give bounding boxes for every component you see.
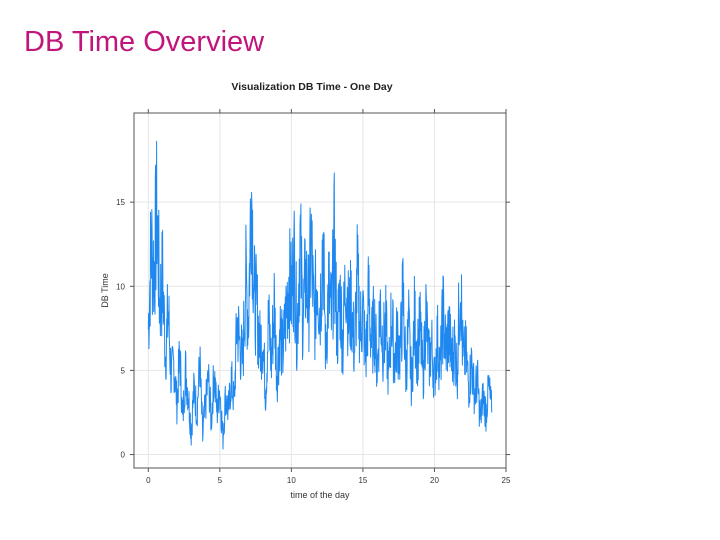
x-tick-label: 20 bbox=[430, 476, 439, 485]
x-tick-label: 25 bbox=[502, 476, 511, 485]
y-tick-label: 10 bbox=[116, 282, 125, 291]
axis-ticks: 0 5 10 15 20 25 0 5 10 15 bbox=[116, 109, 511, 485]
y-axis-label: DB Time bbox=[100, 273, 110, 308]
page-title: DB Time Overview bbox=[24, 26, 265, 58]
plot-frame bbox=[133, 112, 507, 469]
x-tick-label: 0 bbox=[146, 476, 151, 485]
x-tick-label: 10 bbox=[287, 476, 296, 485]
y-tick-label: 5 bbox=[121, 366, 126, 375]
x-tick-label: 15 bbox=[358, 476, 367, 485]
chart-title: Visualization DB Time - One Day bbox=[231, 81, 392, 93]
x-tick-label: 5 bbox=[218, 476, 223, 485]
series-line-0 bbox=[147, 140, 493, 450]
x-axis-label: time of the day bbox=[290, 490, 350, 500]
y-tick-label: 0 bbox=[121, 451, 126, 460]
y-tick-label: 15 bbox=[116, 198, 125, 207]
series-layer bbox=[147, 140, 493, 450]
